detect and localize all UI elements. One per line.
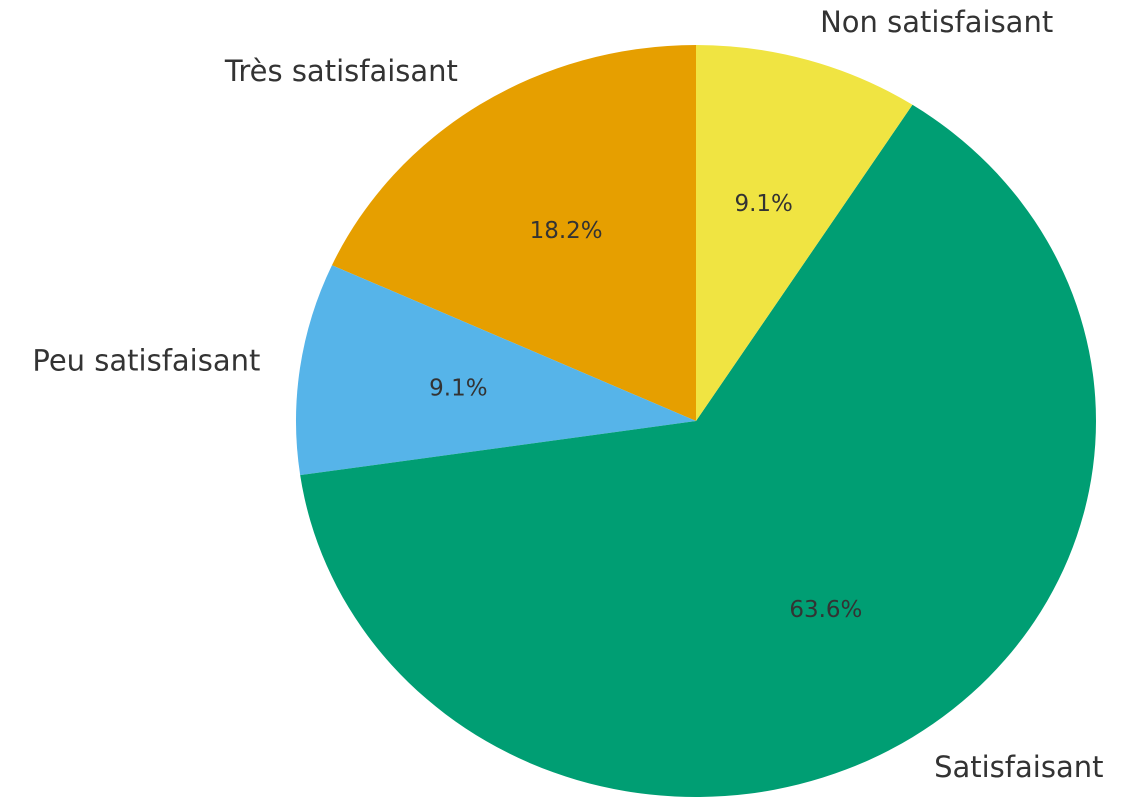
- pie-slice: [300, 104, 1097, 797]
- value-label: 9.1%: [734, 191, 792, 217]
- pie-slice: [331, 45, 696, 421]
- value-label: 9.1%: [429, 376, 487, 402]
- slice-label: Satisfaisant: [934, 750, 1103, 784]
- slice-label: Peu satisfaisant: [32, 344, 260, 378]
- pie-slice: [296, 265, 696, 476]
- value-label: 18.2%: [530, 218, 603, 244]
- value-label: 63.6%: [789, 597, 862, 623]
- pie-slice: [696, 45, 913, 421]
- slice-label: Très satisfaisant: [224, 54, 458, 88]
- slice-label: Non satisfaisant: [820, 5, 1053, 39]
